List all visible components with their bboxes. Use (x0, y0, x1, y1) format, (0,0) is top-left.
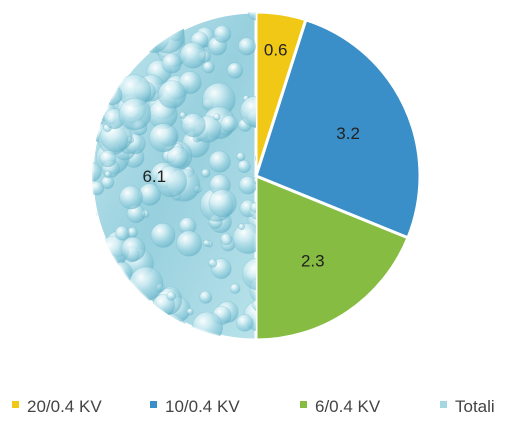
water-droplet (99, 150, 117, 168)
pie-label-20-0-4-kv: 0.6 (264, 41, 288, 60)
water-droplet (125, 20, 143, 37)
water-droplet (226, 62, 244, 79)
water-droplet (208, 150, 231, 173)
water-droplet (112, 62, 119, 70)
water-droplet (176, 230, 203, 257)
pie-value-labels: 0.6 3.2 2.3 6.1 (142, 41, 359, 271)
water-droplet (129, 266, 164, 301)
water-droplet (249, 276, 256, 305)
pie-slice-10-0-4-kv (254, 17, 422, 240)
water-droplet (213, 25, 232, 43)
water-droplet (144, 16, 153, 26)
water-droplet (166, 291, 177, 301)
water-droplet (192, 311, 224, 340)
water-droplet (208, 258, 218, 268)
water-droplet (213, 113, 221, 121)
water-droplet (247, 12, 256, 21)
water-droplet (252, 298, 256, 312)
water-droplet (100, 28, 113, 41)
water-droplet (131, 12, 151, 22)
water-droplet (108, 52, 125, 69)
legend-label-totali: Totali (455, 397, 495, 416)
water-droplet (253, 176, 256, 185)
water-droplet (148, 123, 178, 153)
water-droplet (101, 75, 113, 87)
water-droplet (161, 53, 182, 74)
water-droplet (92, 162, 102, 182)
water-droplet (92, 260, 105, 280)
water-droplet (119, 185, 143, 210)
water-droplet (203, 239, 211, 247)
water-droplet (137, 317, 167, 340)
water-droplet (232, 223, 256, 255)
water-droplet (238, 176, 256, 195)
water-droplet (105, 12, 136, 29)
water-droplet (255, 151, 256, 165)
water-droplet (238, 37, 256, 56)
water-droplet (100, 175, 115, 189)
water-droplet (155, 313, 187, 340)
water-droplet (101, 12, 129, 31)
water-droplet (92, 320, 105, 340)
water-droplet (239, 95, 256, 128)
water-droplet (179, 111, 187, 119)
water-droplet (199, 290, 213, 304)
water-droplet (241, 257, 256, 291)
water-droplet (220, 115, 238, 133)
water-droplet (208, 189, 237, 218)
water-droplet (186, 308, 194, 316)
water-droplet (229, 283, 241, 294)
water-droplet (95, 12, 117, 30)
water-droplet (181, 113, 206, 138)
water-droplet (114, 225, 130, 241)
water-droplet (155, 165, 187, 198)
water-droplet (250, 202, 256, 213)
water-droplet (202, 61, 215, 74)
water-droplet (157, 80, 187, 109)
water-droplet (220, 233, 233, 246)
water-droplet (93, 288, 118, 312)
water-droplet (118, 97, 152, 131)
legend-swatch-6-0-4-kv (300, 401, 307, 408)
water-droplet (92, 303, 118, 337)
water-droplet (236, 152, 246, 162)
water-droplet (150, 222, 176, 248)
water-droplet (100, 294, 126, 320)
water-droplet (104, 170, 112, 179)
water-droplet (92, 180, 105, 196)
water-droplet (126, 44, 143, 60)
water-droplet (238, 223, 245, 231)
pie-label-totali: 6.1 (142, 167, 166, 186)
pie-label-6-0-4-kv: 2.3 (301, 251, 325, 270)
legend-label-20-0-4-kv: 20/0.4 KV (27, 397, 102, 416)
water-droplet (107, 301, 132, 326)
water-droplet (237, 159, 251, 173)
legend-swatch-10-0-4-kv (150, 401, 157, 408)
water-droplet (179, 42, 207, 69)
legend-label-10-0-4-kv: 10/0.4 KV (165, 397, 240, 416)
pie-slice-6-0-4-kv (254, 173, 410, 342)
legend: 20/0.4 KV 10/0.4 KV 6/0.4 KV Totali (12, 397, 495, 416)
water-droplet (96, 55, 117, 76)
water-droplet (132, 12, 157, 34)
water-droplet (236, 314, 254, 332)
water-droplet (92, 64, 103, 80)
water-droplet (166, 146, 189, 169)
water-droplet (92, 250, 104, 270)
pie-label-10-0-4-kv: 3.2 (336, 124, 360, 143)
legend-swatch-totali (440, 401, 447, 408)
legend-swatch-20-0-4-kv (12, 401, 19, 408)
legend-label-6-0-4-kv: 6/0.4 KV (315, 397, 381, 416)
water-droplet (99, 309, 113, 323)
water-droplet (201, 168, 211, 178)
water-droplet (121, 236, 146, 262)
